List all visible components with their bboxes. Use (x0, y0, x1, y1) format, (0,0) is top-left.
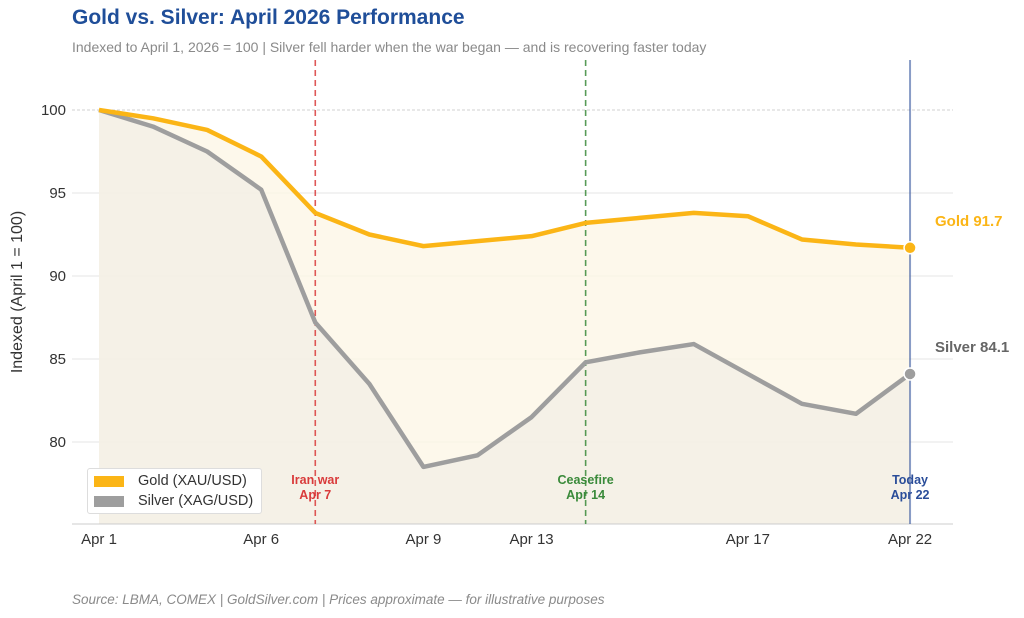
x-tick-label: Apr 1 (81, 531, 117, 548)
silver-line (98, 107, 912, 470)
annotation-date: Apr 14 (566, 488, 605, 502)
chart-title: Gold vs. Silver: April 2026 Performance (72, 6, 465, 29)
x-tick-label: Apr 9 (405, 531, 441, 548)
y-tick-label: 85 (49, 351, 66, 368)
annotation-label: Today (892, 473, 928, 487)
x-tick-label: Apr 13 (509, 531, 553, 548)
y-tick-label: 80 (49, 434, 66, 451)
y-axis-label: Indexed (April 1 = 100) (9, 211, 26, 373)
y-tick-label: 100 (41, 102, 66, 119)
annotation-date: Apr 7 (299, 488, 331, 502)
x-tick-label: Apr 22 (888, 531, 932, 548)
legend-label-gold: Gold (XAU/USD) (138, 473, 247, 489)
x-tick-label: Apr 6 (243, 531, 279, 548)
legend-item-gold: Gold (XAU/USD) (94, 471, 253, 491)
gold-point (903, 241, 917, 255)
legend: Gold (XAU/USD) Silver (XAG/USD) (87, 468, 263, 514)
annotation-date: Apr 22 (891, 488, 930, 502)
chart-subtitle: Indexed to April 1, 2026 = 100 | Silver … (72, 39, 707, 55)
silver-point (903, 367, 917, 381)
silver-end-label: Silver 84.1 (935, 339, 1009, 356)
silver-area (99, 110, 911, 524)
legend-label-silver: Silver (XAG/USD) (138, 493, 254, 509)
annotation-label: Iran war (291, 473, 339, 487)
y-tick-label: 95 (49, 185, 66, 202)
legend-item-silver: Silver (XAG/USD) (94, 491, 253, 511)
gold-swatch (94, 475, 124, 487)
x-tick-label: Apr 17 (726, 531, 770, 548)
annotation-label: Ceasefire (557, 473, 613, 487)
y-tick-label: 90 (49, 268, 66, 285)
gold-line (98, 107, 911, 251)
gold-end-label: Gold 91.7 (935, 213, 1003, 230)
source-note: Source: LBMA, COMEX | GoldSilver.com | P… (72, 592, 605, 607)
silver-swatch (94, 495, 124, 507)
